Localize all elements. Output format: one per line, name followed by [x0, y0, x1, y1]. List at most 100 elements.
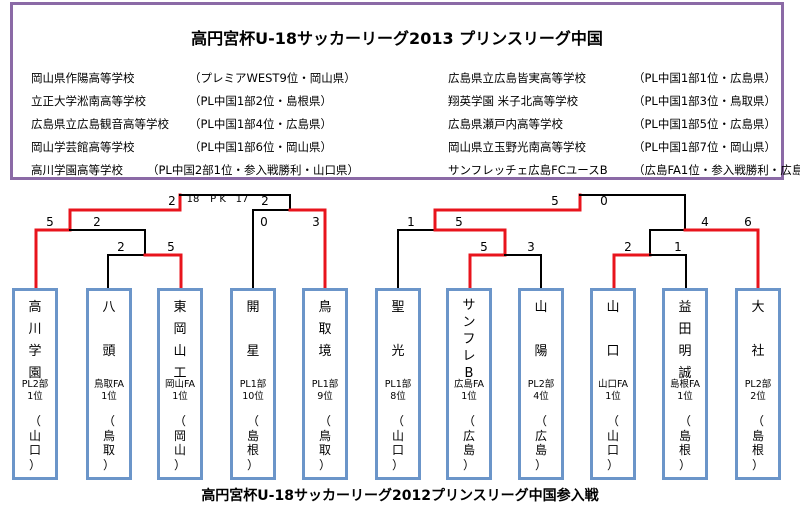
team-name-char: 工 — [173, 366, 187, 381]
match-score: 5 — [551, 194, 559, 208]
team-name-char: 口 — [606, 344, 620, 359]
match-score: 4 — [701, 215, 709, 229]
team-prefecture: （岡山） — [160, 414, 200, 472]
team-box: 山 口山口FA 1位（山口） — [590, 288, 636, 480]
team-prefecture-char: 島 — [462, 443, 475, 457]
team-rank-line: PL2部 — [527, 379, 555, 390]
team-prefecture-char: ） — [102, 457, 115, 472]
team-rank: PL1部 8位 — [378, 379, 418, 403]
team-name-char: 高 — [28, 300, 42, 315]
team-short-name: 八 頭 — [89, 297, 129, 363]
team-box: 山 陽 PL2部 4位 （広島） — [518, 288, 564, 480]
league-team-qualification: （広島FA1位・参入戦勝利・広島県） — [633, 163, 800, 177]
team-prefecture-char: ） — [678, 457, 691, 472]
team-name-char: 八 — [102, 300, 116, 315]
match-score: 5 — [46, 215, 54, 229]
team-name-char: 星 — [246, 344, 260, 359]
team-rank-line: 1位 — [172, 391, 188, 402]
team-prefecture: （広島） — [449, 414, 489, 472]
team-name-char: 陽 — [534, 344, 548, 359]
team-prefecture-char: 島 — [751, 428, 764, 443]
team-prefecture-char: 根 — [678, 443, 691, 457]
team-name-char — [378, 319, 418, 341]
match-score: 1 — [407, 215, 415, 229]
team-prefecture: （山口） — [15, 414, 55, 472]
penalty-kick-label: 17 — [235, 194, 249, 205]
league-team-row: 高川学園高等学校 （PL中国2部1位・参入戦勝利・山口県） — [31, 162, 391, 178]
team-prefecture-char: 口 — [606, 443, 619, 457]
match-score: 0 — [260, 215, 268, 229]
team-prefecture: （山口） — [593, 414, 633, 472]
team-prefecture-char: （ — [173, 414, 186, 428]
team-prefecture-char: ） — [173, 457, 186, 472]
league-team-qualification: （PL中国2部1位・参入戦勝利・山口県） — [147, 163, 359, 177]
team-rank-line: 1位 — [461, 391, 477, 402]
team-prefecture-char: 山 — [391, 428, 404, 443]
league-team-row: 広島県立広島観音高等学校 （PL中国1部4位・広島県） — [31, 116, 391, 132]
team-rank: 広島FA 1位 — [449, 379, 489, 403]
team-name-char: B — [464, 366, 474, 381]
team-rank: PL2部 2位 — [738, 379, 778, 403]
league-team-name: サンフレッチェ広島FCユースB — [448, 163, 608, 177]
team-prefecture-char: ） — [534, 457, 547, 472]
team-prefecture: （鳥取） — [89, 414, 129, 472]
team-prefecture-char: （ — [751, 414, 764, 428]
team-prefecture-char: ） — [606, 457, 619, 472]
team-prefecture-char: （ — [28, 414, 41, 428]
team-prefecture-char: 口 — [391, 443, 404, 457]
league-team-qualification: （PL中国1部7位・岡山県） — [633, 140, 776, 154]
league-team-row: サンフレッチェ広島FCユースB （広島FA1位・参入戦勝利・広島県） — [448, 162, 800, 178]
team-prefecture: （島根） — [738, 414, 778, 472]
team-name-char: 山 — [173, 344, 187, 359]
team-name-char — [593, 319, 633, 341]
team-prefecture-char: 根 — [246, 443, 259, 457]
team-rank: PL1部 9位 — [305, 379, 345, 403]
team-prefecture-char: ） — [318, 457, 331, 472]
team-rank-line: 鳥取FA — [93, 379, 125, 390]
team-box: 八 頭鳥取FA 1位 （鳥取） — [86, 288, 132, 480]
team-rank-line: 8位 — [390, 391, 406, 402]
league-team-name: 高川学園高等学校 — [31, 163, 123, 177]
league-team-name: 広島県立広島観音高等学校 — [31, 117, 169, 131]
team-short-name: 大 社 — [738, 297, 778, 363]
team-prefecture-char: 鳥 — [318, 428, 331, 443]
team-rank-line: 1位 — [677, 391, 693, 402]
team-name-char — [233, 319, 273, 341]
team-rank-line: PL2部 — [21, 379, 49, 390]
match-score: 0 — [600, 194, 608, 208]
team-name-char — [89, 319, 129, 341]
league-team-qualification: （PL中国1部4位・広島県） — [189, 117, 332, 131]
team-short-name: 高川学園 — [15, 297, 55, 385]
team-rank-line: PL1部 — [239, 379, 267, 390]
team-name-char: 鳥 — [318, 300, 332, 315]
team-name-char: 益 — [678, 300, 692, 315]
team-prefecture-char: ） — [391, 457, 404, 472]
team-prefecture-char: ） — [28, 457, 41, 472]
team-short-name: 鳥取境 — [305, 297, 345, 363]
team-box: 益田明誠島根FA 1位 （島根） — [662, 288, 708, 480]
team-name-char: 岡 — [173, 322, 187, 337]
team-box: サンフレ B 広島FA 1位 （広島） — [446, 288, 492, 480]
team-rank-line: 10位 — [242, 391, 264, 402]
team-box: 大 社 PL2部 2位 （島根） — [735, 288, 781, 480]
team-name-char: 大 — [751, 300, 765, 315]
team-short-name: 東岡山工 — [160, 297, 200, 385]
team-prefecture-char: 山 — [606, 428, 619, 443]
league-team-name: 岡山県作陽高等学校 — [31, 71, 135, 85]
match-score: 3 — [527, 240, 535, 254]
team-name-char: 園 — [28, 366, 42, 381]
tournament-title: 高円宮杯U-18サッカーリーグ2012プリンスリーグ中国参入戦 — [201, 488, 599, 504]
team-prefecture-char: （ — [606, 414, 619, 428]
team-rank: 岡山FA 1位 — [160, 379, 200, 403]
team-prefecture-char: 広 — [462, 428, 475, 443]
team-prefecture-char: 取 — [318, 443, 331, 457]
team-box: 聖 光 PL1部 8位 （山口） — [375, 288, 421, 480]
team-name-char: 川 — [28, 322, 42, 337]
team-prefecture-char: 取 — [102, 443, 115, 457]
league-team-row: 広島県瀬戸内高等学校 （PL中国1部5位・広島県） — [448, 116, 800, 132]
team-prefecture-char: 岡 — [173, 428, 186, 443]
team-prefecture-char: ） — [751, 457, 764, 472]
match-score: 2 — [624, 240, 632, 254]
match-score: 2 — [261, 194, 269, 208]
match-score: 3 — [312, 215, 320, 229]
